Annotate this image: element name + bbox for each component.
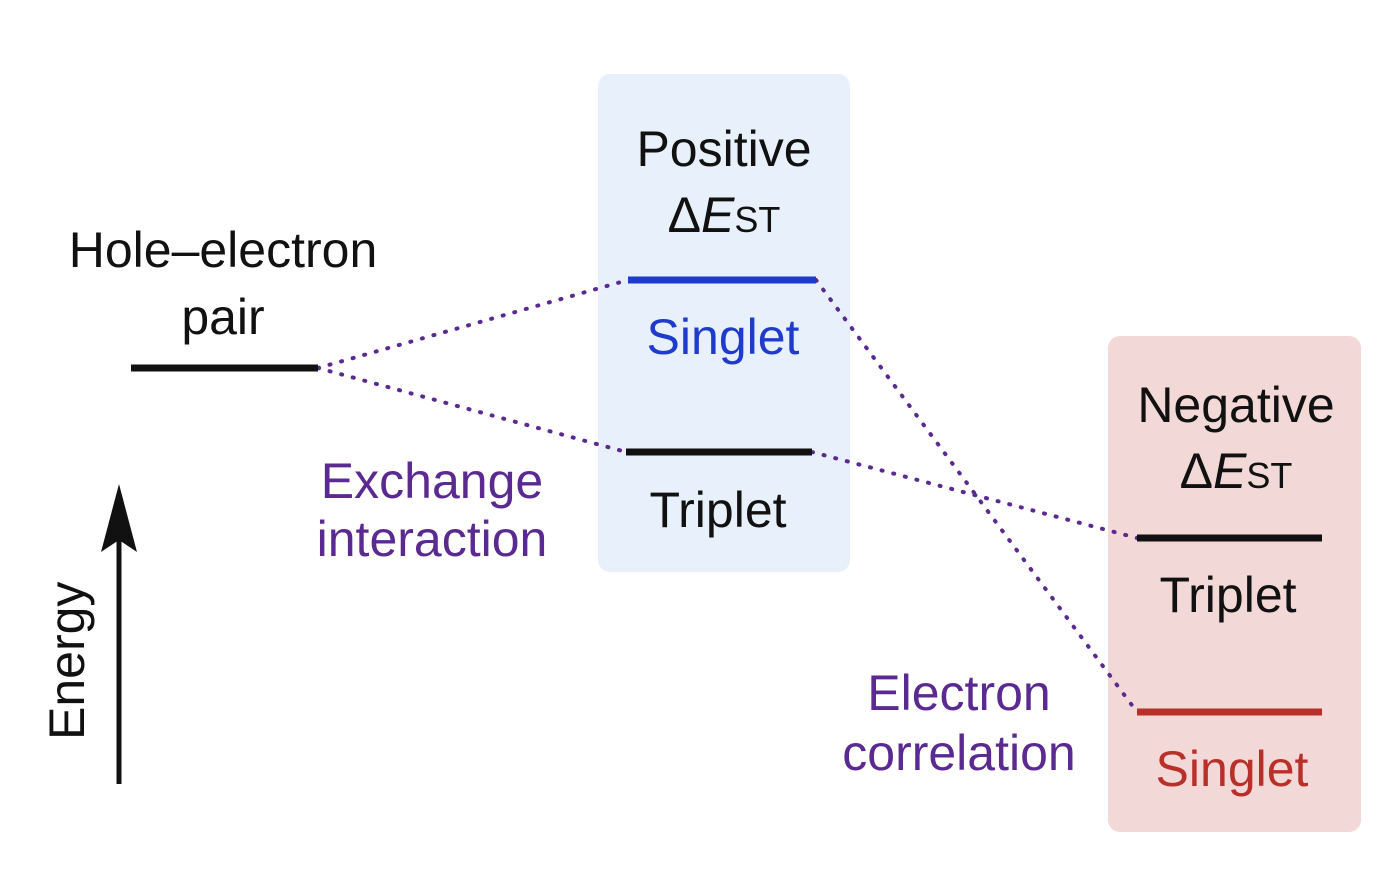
positive-triplet-label: Triplet <box>649 482 786 538</box>
hole-electron-label-line1: Hole–electron <box>69 222 378 278</box>
energy-axis-label: Energy <box>39 582 95 740</box>
connector-pair-to-triplet <box>316 366 628 454</box>
electron-correlation-label-line1: Electron <box>867 665 1050 721</box>
exchange-label-line2: interaction <box>317 511 548 567</box>
energy-symbol: E <box>701 187 735 243</box>
connector-pair-to-singlet <box>316 278 630 370</box>
negative-singlet-label: Singlet <box>1156 741 1309 797</box>
energy-axis-arrowhead <box>101 484 137 552</box>
positive-box-dest: ΔEST <box>668 187 781 243</box>
negative-dest-box <box>1108 336 1361 832</box>
positive-singlet-label: Singlet <box>647 309 800 365</box>
connector-triplet-to-neg-triplet <box>810 450 1139 540</box>
positive-box-title: Positive <box>636 121 811 177</box>
hole-electron-label-line2: pair <box>181 289 264 345</box>
negative-triplet-label: Triplet <box>1159 567 1296 623</box>
exchange-label-line1: Exchange <box>321 453 543 509</box>
electron-correlation-label-line2: correlation <box>842 725 1075 781</box>
positive-dest-box <box>598 74 850 572</box>
energy-symbol: E <box>1213 443 1247 499</box>
st-subscript: ST <box>734 199 780 240</box>
delta-symbol: Δ <box>668 187 701 243</box>
st-subscript: ST <box>1246 455 1292 496</box>
negative-box-dest: ΔEST <box>1180 443 1293 499</box>
connector-lines <box>316 278 1139 714</box>
negative-box-title: Negative <box>1137 377 1334 433</box>
delta-symbol: Δ <box>1180 443 1213 499</box>
